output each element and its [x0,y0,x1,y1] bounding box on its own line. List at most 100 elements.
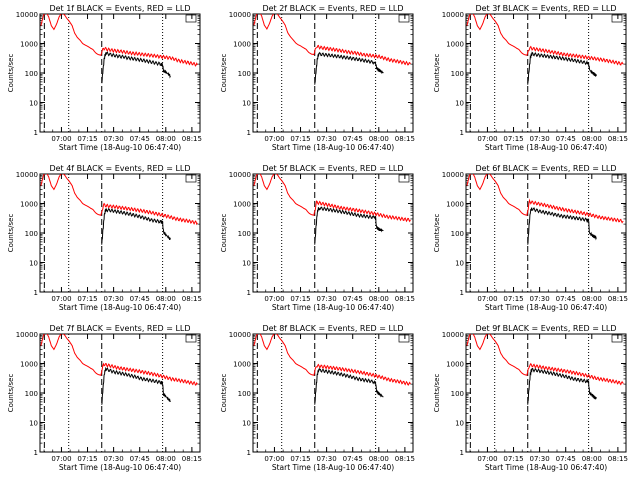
y-tick-label: 10 [29,100,38,108]
x-tick-label: 08:00 [369,135,389,143]
y-tick-label: 10 [242,100,251,108]
y-tick-label: 10000 [16,171,38,179]
chart-title: Det 5f BLACK = Events, RED = LLD [262,164,403,173]
y-axis-label: Counts/sec [7,374,15,413]
panel-6: Det 6f BLACK = Events, RED = LLD 1 10 100 10… [433,164,628,312]
series-events-line [314,51,384,85]
y-tick-label: 10 [455,260,464,268]
legend-box [611,174,623,183]
x-tick-label: 08:15 [182,135,202,143]
series-events-line [314,367,384,405]
x-tick-label: 08:00 [582,455,602,463]
series-events-line [527,367,597,405]
x-tick-label: 07:00 [264,455,284,463]
x-axis-label: Start Time (18-Aug-10 06:47:40) [59,143,181,152]
plot-frame [465,333,627,453]
x-tick-label: 08:15 [395,135,415,143]
x-tick-label: 07:00 [264,295,284,303]
x-tick-label: 07:30 [104,135,124,143]
x-tick-label: 08:00 [369,455,389,463]
series-lld-line [253,174,411,223]
x-tick-label: 07:30 [530,135,550,143]
x-tick-label: 08:00 [156,295,176,303]
y-tick-label: 10 [242,420,251,428]
legend-box [398,14,410,23]
series-lld-line [466,334,624,386]
y-tick-label: 10 [455,420,464,428]
panel-9: Det 9f BLACK = Events, RED = LLD 1 10 100 10… [433,324,628,472]
panel-1: Det 1f BLACK = Events, RED = LLD 1 10 100 10… [7,4,202,152]
y-tick-label: 100 [25,70,38,78]
legend-box [185,14,197,23]
x-axis-label: Start Time (18-Aug-10 06:47:40) [485,463,607,472]
x-tick-label: 08:00 [582,135,602,143]
panel-7: Det 7f BLACK = Events, RED = LLD 1 10 100 10… [7,324,202,472]
y-tick-label: 1 [247,449,251,457]
x-tick-label: 07:30 [317,295,337,303]
y-tick-label: 1 [34,449,38,457]
plot-frame [252,13,414,133]
x-tick-label: 07:30 [104,455,124,463]
chart-title: Det 1f BLACK = Events, RED = LLD [49,4,190,13]
legend-box [185,174,197,183]
series-lld-line [466,14,624,66]
chart-title: Det 4f BLACK = Events, RED = LLD [49,164,190,173]
x-tick-label: 07:45 [556,295,576,303]
chart-title: Det 2f BLACK = Events, RED = LLD [262,4,403,13]
x-tick-label: 08:15 [182,455,202,463]
x-tick-label: 08:00 [156,135,176,143]
y-axis-label: Counts/sec [433,214,441,253]
y-tick-label: 1 [460,129,464,137]
y-tick-label: 1 [247,129,251,137]
x-tick-label: 07:15 [77,455,97,463]
y-tick-label: 10000 [229,11,251,19]
y-tick-label: 1 [247,289,251,297]
x-tick-label: 07:45 [130,455,150,463]
y-tick-label: 10000 [442,171,464,179]
x-axis-label: Start Time (18-Aug-10 06:47:40) [272,303,394,312]
x-tick-label: 07:15 [290,135,310,143]
y-axis-label: Counts/sec [220,374,228,413]
x-tick-label: 08:00 [369,295,389,303]
panel-2: Det 2f BLACK = Events, RED = LLD 1 10 100 10… [220,4,415,152]
series-lld-line [253,14,411,66]
x-tick-label: 08:15 [608,135,628,143]
x-axis-label: Start Time (18-Aug-10 06:47:40) [485,303,607,312]
y-tick-label: 1000 [446,41,464,49]
y-tick-label: 10000 [442,331,464,339]
x-tick-label: 08:15 [608,455,628,463]
x-tick-label: 08:15 [395,455,415,463]
y-tick-label: 10000 [16,331,38,339]
plot-frame [252,333,414,453]
series-events-line [527,207,597,245]
legend-box [398,174,410,183]
y-tick-label: 1000 [233,361,251,369]
y-tick-label: 100 [25,390,38,398]
x-tick-label: 08:15 [182,295,202,303]
y-axis-label: Counts/sec [433,54,441,93]
x-tick-label: 08:15 [395,295,415,303]
chart-title: Det 7f BLACK = Events, RED = LLD [49,324,190,333]
y-tick-label: 100 [238,70,251,78]
x-tick-label: 07:15 [290,455,310,463]
y-tick-label: 100 [451,70,464,78]
x-tick-label: 08:00 [156,455,176,463]
series-events-line [101,366,171,405]
x-tick-label: 07:15 [503,135,523,143]
y-axis-label: Counts/sec [7,54,15,93]
y-tick-label: 10 [242,260,251,268]
x-tick-label: 07:00 [477,295,497,303]
x-tick-label: 07:00 [264,135,284,143]
series-lld-line [40,334,198,386]
series-lld-line [40,14,198,67]
x-tick-label: 07:30 [104,295,124,303]
y-tick-label: 1 [34,289,38,297]
plot-frame [39,13,201,133]
legend-box [611,334,623,343]
plot-frame [39,333,201,453]
series-events-line [101,207,171,245]
y-tick-label: 1 [460,449,464,457]
chart-title: Det 6f BLACK = Events, RED = LLD [475,164,616,173]
y-tick-label: 1000 [233,41,251,49]
series-events-line [527,51,597,85]
